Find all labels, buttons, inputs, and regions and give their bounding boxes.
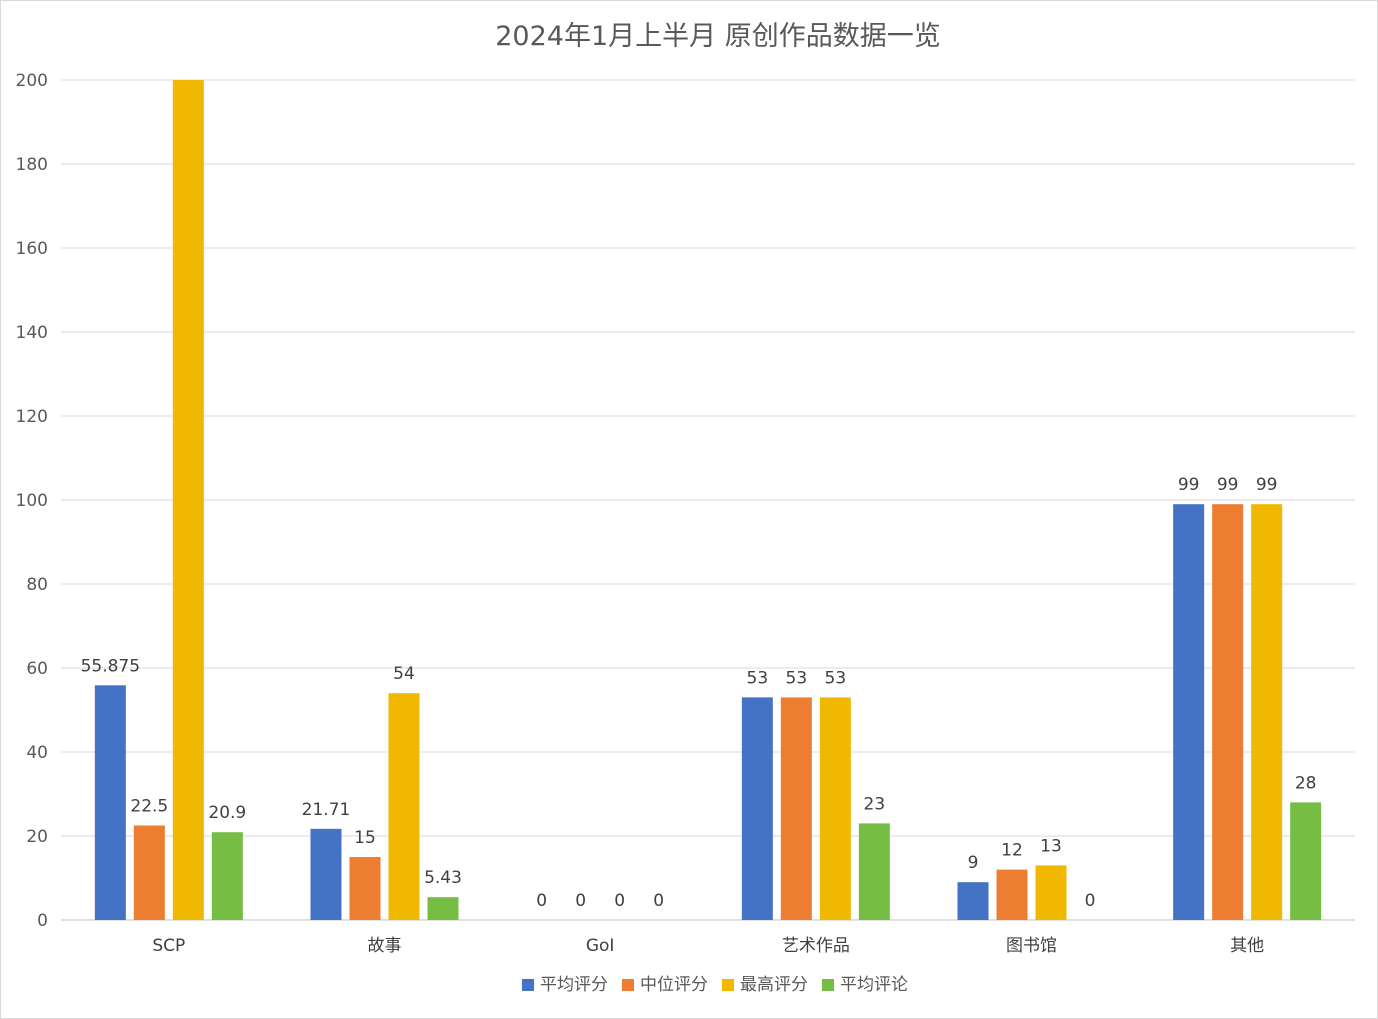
data-label: 0 (653, 891, 664, 911)
bar (858, 823, 890, 920)
bars (94, 80, 1322, 920)
bar (1251, 504, 1283, 920)
y-tick-label: 0 (37, 911, 48, 931)
data-label: 5.43 (424, 868, 462, 888)
bar (1035, 865, 1067, 920)
bar (780, 697, 812, 920)
legend-label: 平均评论 (840, 975, 908, 995)
legend-label: 平均评分 (540, 975, 608, 995)
legend-label: 最高评分 (740, 975, 808, 995)
data-label: 9 (968, 853, 979, 873)
y-tick-label: 80 (26, 575, 48, 595)
bar (1212, 504, 1244, 920)
data-label: 0 (575, 891, 586, 911)
y-tick-label: 20 (26, 827, 48, 847)
bar (310, 828, 342, 920)
data-label: 21.71 (302, 800, 351, 820)
data-label: 13 (1040, 836, 1062, 856)
data-label: 20.9 (208, 803, 246, 823)
data-label: 0 (1085, 891, 1096, 911)
y-tick-label: 200 (16, 71, 48, 91)
bar (172, 80, 204, 920)
bar (133, 825, 165, 920)
x-category-label: 图书馆 (1006, 936, 1057, 956)
legend-swatch (822, 979, 834, 991)
data-label: 22.5 (130, 797, 168, 817)
data-label: 55.875 (81, 656, 140, 676)
bar (741, 697, 773, 920)
y-axis-ticks: 0 20 40 60 80 100 120 140 160 180 200 (16, 71, 48, 931)
bar (388, 693, 420, 920)
x-category-label: 故事 (368, 936, 402, 956)
data-label: 0 (614, 891, 625, 911)
data-label: 12 (1001, 841, 1023, 861)
legend-swatch (522, 979, 534, 991)
bar (349, 857, 381, 920)
bar (819, 697, 851, 920)
bar (996, 869, 1028, 920)
legend-swatch (622, 979, 634, 991)
data-label: 28 (1295, 773, 1317, 793)
y-tick-label: 180 (16, 155, 48, 175)
x-category-label: SCP (152, 936, 185, 956)
data-label: 53 (747, 668, 769, 688)
data-label: 23 (864, 794, 886, 814)
y-tick-label: 120 (16, 407, 48, 427)
gridlines (61, 79, 1355, 921)
data-label: 53 (825, 668, 847, 688)
legend-label: 中位评分 (640, 975, 708, 995)
y-tick-label: 100 (16, 491, 48, 511)
legend: 平均评分 中位评分 最高评分 平均评论 (522, 975, 908, 995)
x-category-label: 其他 (1230, 936, 1264, 956)
bar (957, 882, 989, 920)
legend-swatch (722, 979, 734, 991)
x-category-label: 艺术作品 (782, 936, 850, 956)
bar (94, 685, 126, 920)
y-tick-label: 140 (16, 323, 48, 343)
y-tick-label: 60 (26, 659, 48, 679)
data-label: 99 (1256, 475, 1278, 495)
x-category-label: GoI (586, 936, 615, 956)
y-tick-label: 40 (26, 743, 48, 763)
data-label: 15 (354, 828, 376, 848)
bar (427, 897, 459, 920)
data-label: 54 (393, 664, 415, 684)
y-tick-label: 160 (16, 239, 48, 259)
x-axis-categories: SCP 故事 GoI 艺术作品 图书馆 其他 (152, 936, 1264, 956)
bar (1173, 504, 1205, 920)
bar (1290, 802, 1322, 920)
data-label: 99 (1217, 475, 1239, 495)
data-label: 53 (786, 668, 808, 688)
bar (211, 832, 243, 920)
chart-title: 2024年1月上半月 原创作品数据一览 (495, 21, 940, 52)
data-label: 99 (1178, 475, 1200, 495)
data-label: 0 (536, 891, 547, 911)
